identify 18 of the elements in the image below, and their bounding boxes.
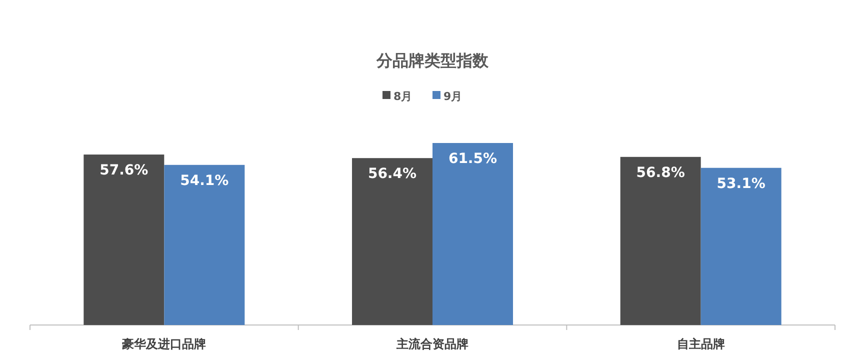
bar <box>432 143 513 325</box>
bar <box>84 154 164 325</box>
data-label: 56.8% <box>636 164 685 181</box>
bar <box>700 168 782 325</box>
data-label: 56.4% <box>368 166 417 182</box>
data-label: 53.1% <box>716 176 766 192</box>
data-label: 57.6% <box>100 162 148 179</box>
legend-label: 9月 <box>444 90 462 103</box>
bar <box>352 158 432 325</box>
data-label: 54.1% <box>180 172 229 189</box>
bar <box>620 156 701 325</box>
x-tick-label: 自主品牌 <box>676 337 725 351</box>
data-label: 61.5% <box>448 151 498 167</box>
chart-title: 分品牌类型指数 <box>376 51 490 70</box>
legend-label: 8月 <box>394 90 412 103</box>
x-tick-label: 豪华及进口品牌 <box>121 337 206 351</box>
bar <box>164 164 245 325</box>
x-tick-label: 主流合资品牌 <box>396 337 468 351</box>
